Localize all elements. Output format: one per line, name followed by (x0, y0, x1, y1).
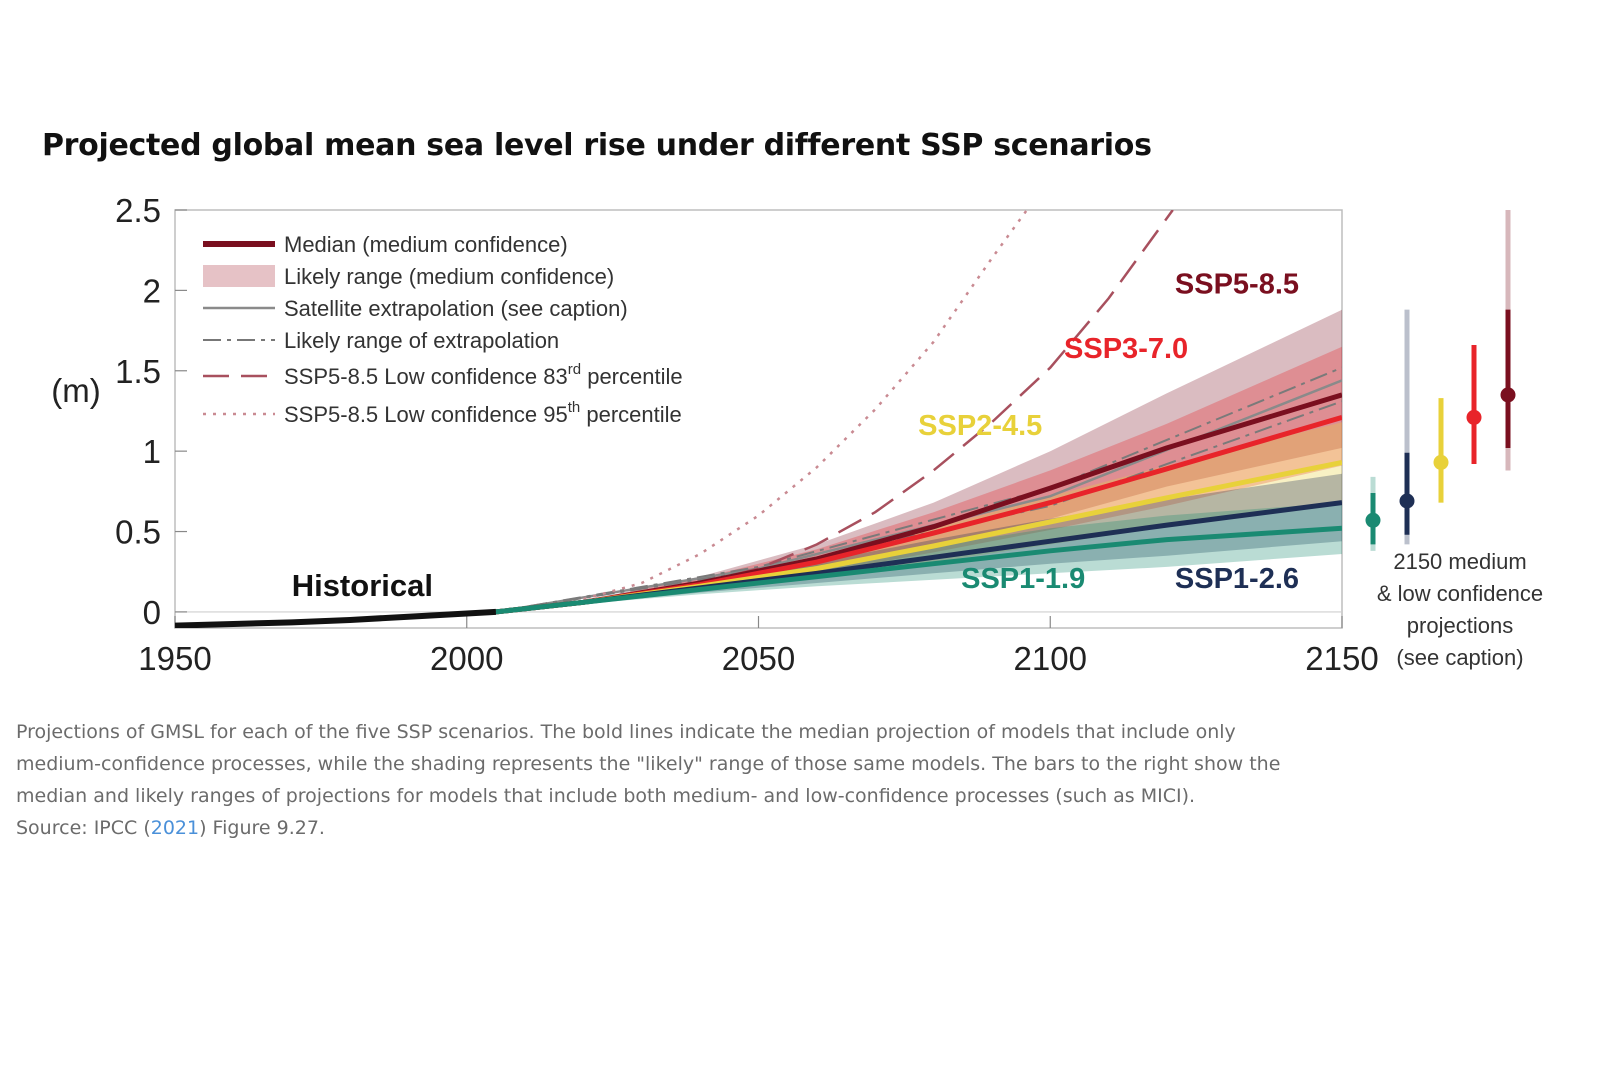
legend-label: Satellite extrapolation (see caption) (284, 296, 628, 321)
x-tick-label: 2150 (1305, 640, 1378, 677)
x-tick-label: 2100 (1014, 640, 1087, 677)
historical-label: Historical (292, 568, 433, 603)
side-note-line: & low confidence (1376, 581, 1544, 606)
x-tick-label: 2000 (430, 640, 503, 677)
y-tick-label: 2 (143, 272, 161, 309)
legend-label: SSP5-8.5 Low confidence 83rd percentile (284, 361, 683, 389)
side-note-line: 2150 medium (1393, 549, 1527, 574)
y-tick-label: 1 (143, 433, 161, 470)
figure-caption: Projections of GMSL for each of the five… (16, 716, 1316, 844)
y-tick-label: 2.5 (115, 192, 161, 229)
likely-range-band (495, 473, 1342, 612)
side-note-line: (see caption) (1396, 645, 1524, 670)
y-tick-label: 0 (143, 594, 161, 631)
series-label: SSP1-2.6 (1175, 563, 1299, 595)
legend: Median (medium confidence) Likely range (… (203, 232, 683, 427)
ssp585-p95-line (583, 210, 1028, 601)
series-label: SSP5-8.5 (1175, 269, 1299, 301)
likely-range-band (495, 422, 1342, 612)
median-line (495, 525, 1342, 615)
series-label: SSP1-1.9 (961, 563, 1085, 595)
series-label: SSP3-7.0 (1064, 333, 1188, 365)
sea-level-chart: 0 0.5 1 1.5 2 2.5 1950 2000 2050 2100 2150 (m) Histo… (51, 192, 1516, 677)
legend-label: Likely range of extrapolation (284, 328, 559, 353)
source-year-link[interactable]: 2021 (150, 817, 200, 839)
y-axis-label: (m) (51, 372, 100, 409)
likely-range-band (495, 309, 1342, 612)
series-label: SSP2-4.5 (918, 410, 1042, 442)
side-note: 2150 medium & low confidence projections… (1360, 546, 1560, 674)
legend-label: SSP5-8.5 Low confidence 95th percentile (284, 399, 682, 427)
y-tick-label: 1.5 (115, 353, 161, 390)
projection-median-dot (1466, 409, 1482, 425)
legend-label: Median (medium confidence) (284, 232, 568, 257)
y-tick-label: 0.5 (115, 514, 161, 551)
historical-line (175, 608, 497, 628)
projection-median-dot (1433, 454, 1449, 470)
plot-area (175, 210, 1342, 628)
chart-title: Projected global mean sea level rise und… (42, 128, 1152, 163)
projection-median-dot (1365, 512, 1381, 528)
caption-source-prefix: Source: IPCC ( (16, 817, 151, 839)
caption-source-suffix: ) Figure 9.27. (199, 817, 325, 839)
x-tick-label: 1950 (138, 640, 211, 677)
x-tick-label: 2050 (722, 640, 795, 677)
likely-range-band (495, 346, 1342, 612)
projection-median-dot (1500, 387, 1516, 403)
extrapolation-range-line (495, 366, 1342, 613)
caption-text: Projections of GMSL for each of the five… (16, 721, 1281, 807)
side-note-line: projections (1406, 613, 1514, 638)
legend-swatch-band (203, 265, 275, 287)
projection-median-dot (1399, 493, 1415, 509)
legend-label: Likely range (medium confidence) (284, 264, 614, 289)
